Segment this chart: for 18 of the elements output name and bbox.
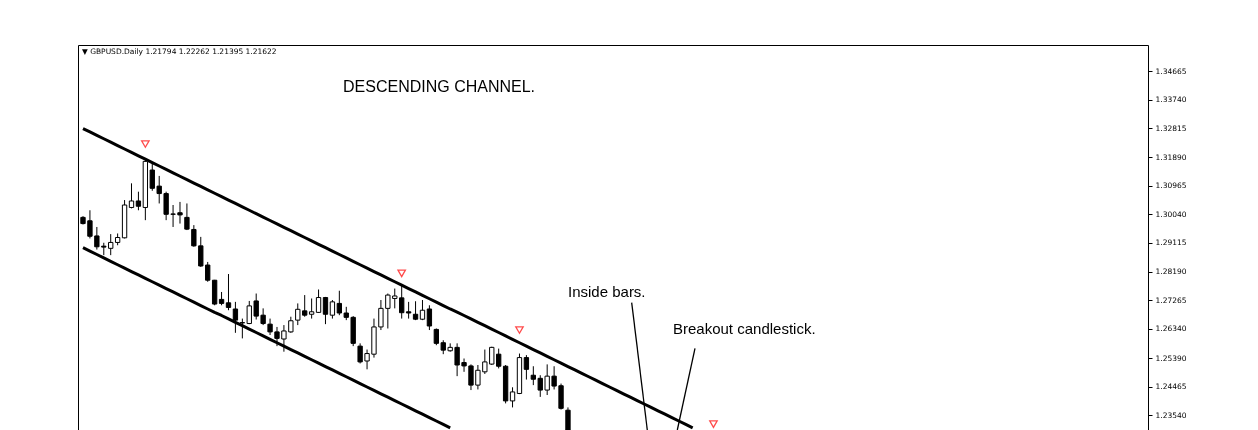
candlestick xyxy=(509,386,516,408)
candlestick xyxy=(225,273,232,311)
candlestick xyxy=(329,299,336,320)
point xyxy=(515,326,524,334)
candlestick xyxy=(523,354,530,381)
candlestick xyxy=(426,304,433,331)
point xyxy=(709,420,718,428)
annotation: Breakout candlestick. xyxy=(673,320,816,337)
candlestick xyxy=(232,301,239,334)
candlestick xyxy=(322,296,329,325)
point xyxy=(397,269,407,278)
annotation: Inside bars. xyxy=(568,283,646,300)
line-series xyxy=(81,246,452,430)
candlestick xyxy=(135,191,142,211)
text: DESCENDING CHANNEL. xyxy=(343,78,536,95)
candlestick xyxy=(128,182,135,209)
point xyxy=(140,140,150,148)
candlestick xyxy=(565,406,571,430)
